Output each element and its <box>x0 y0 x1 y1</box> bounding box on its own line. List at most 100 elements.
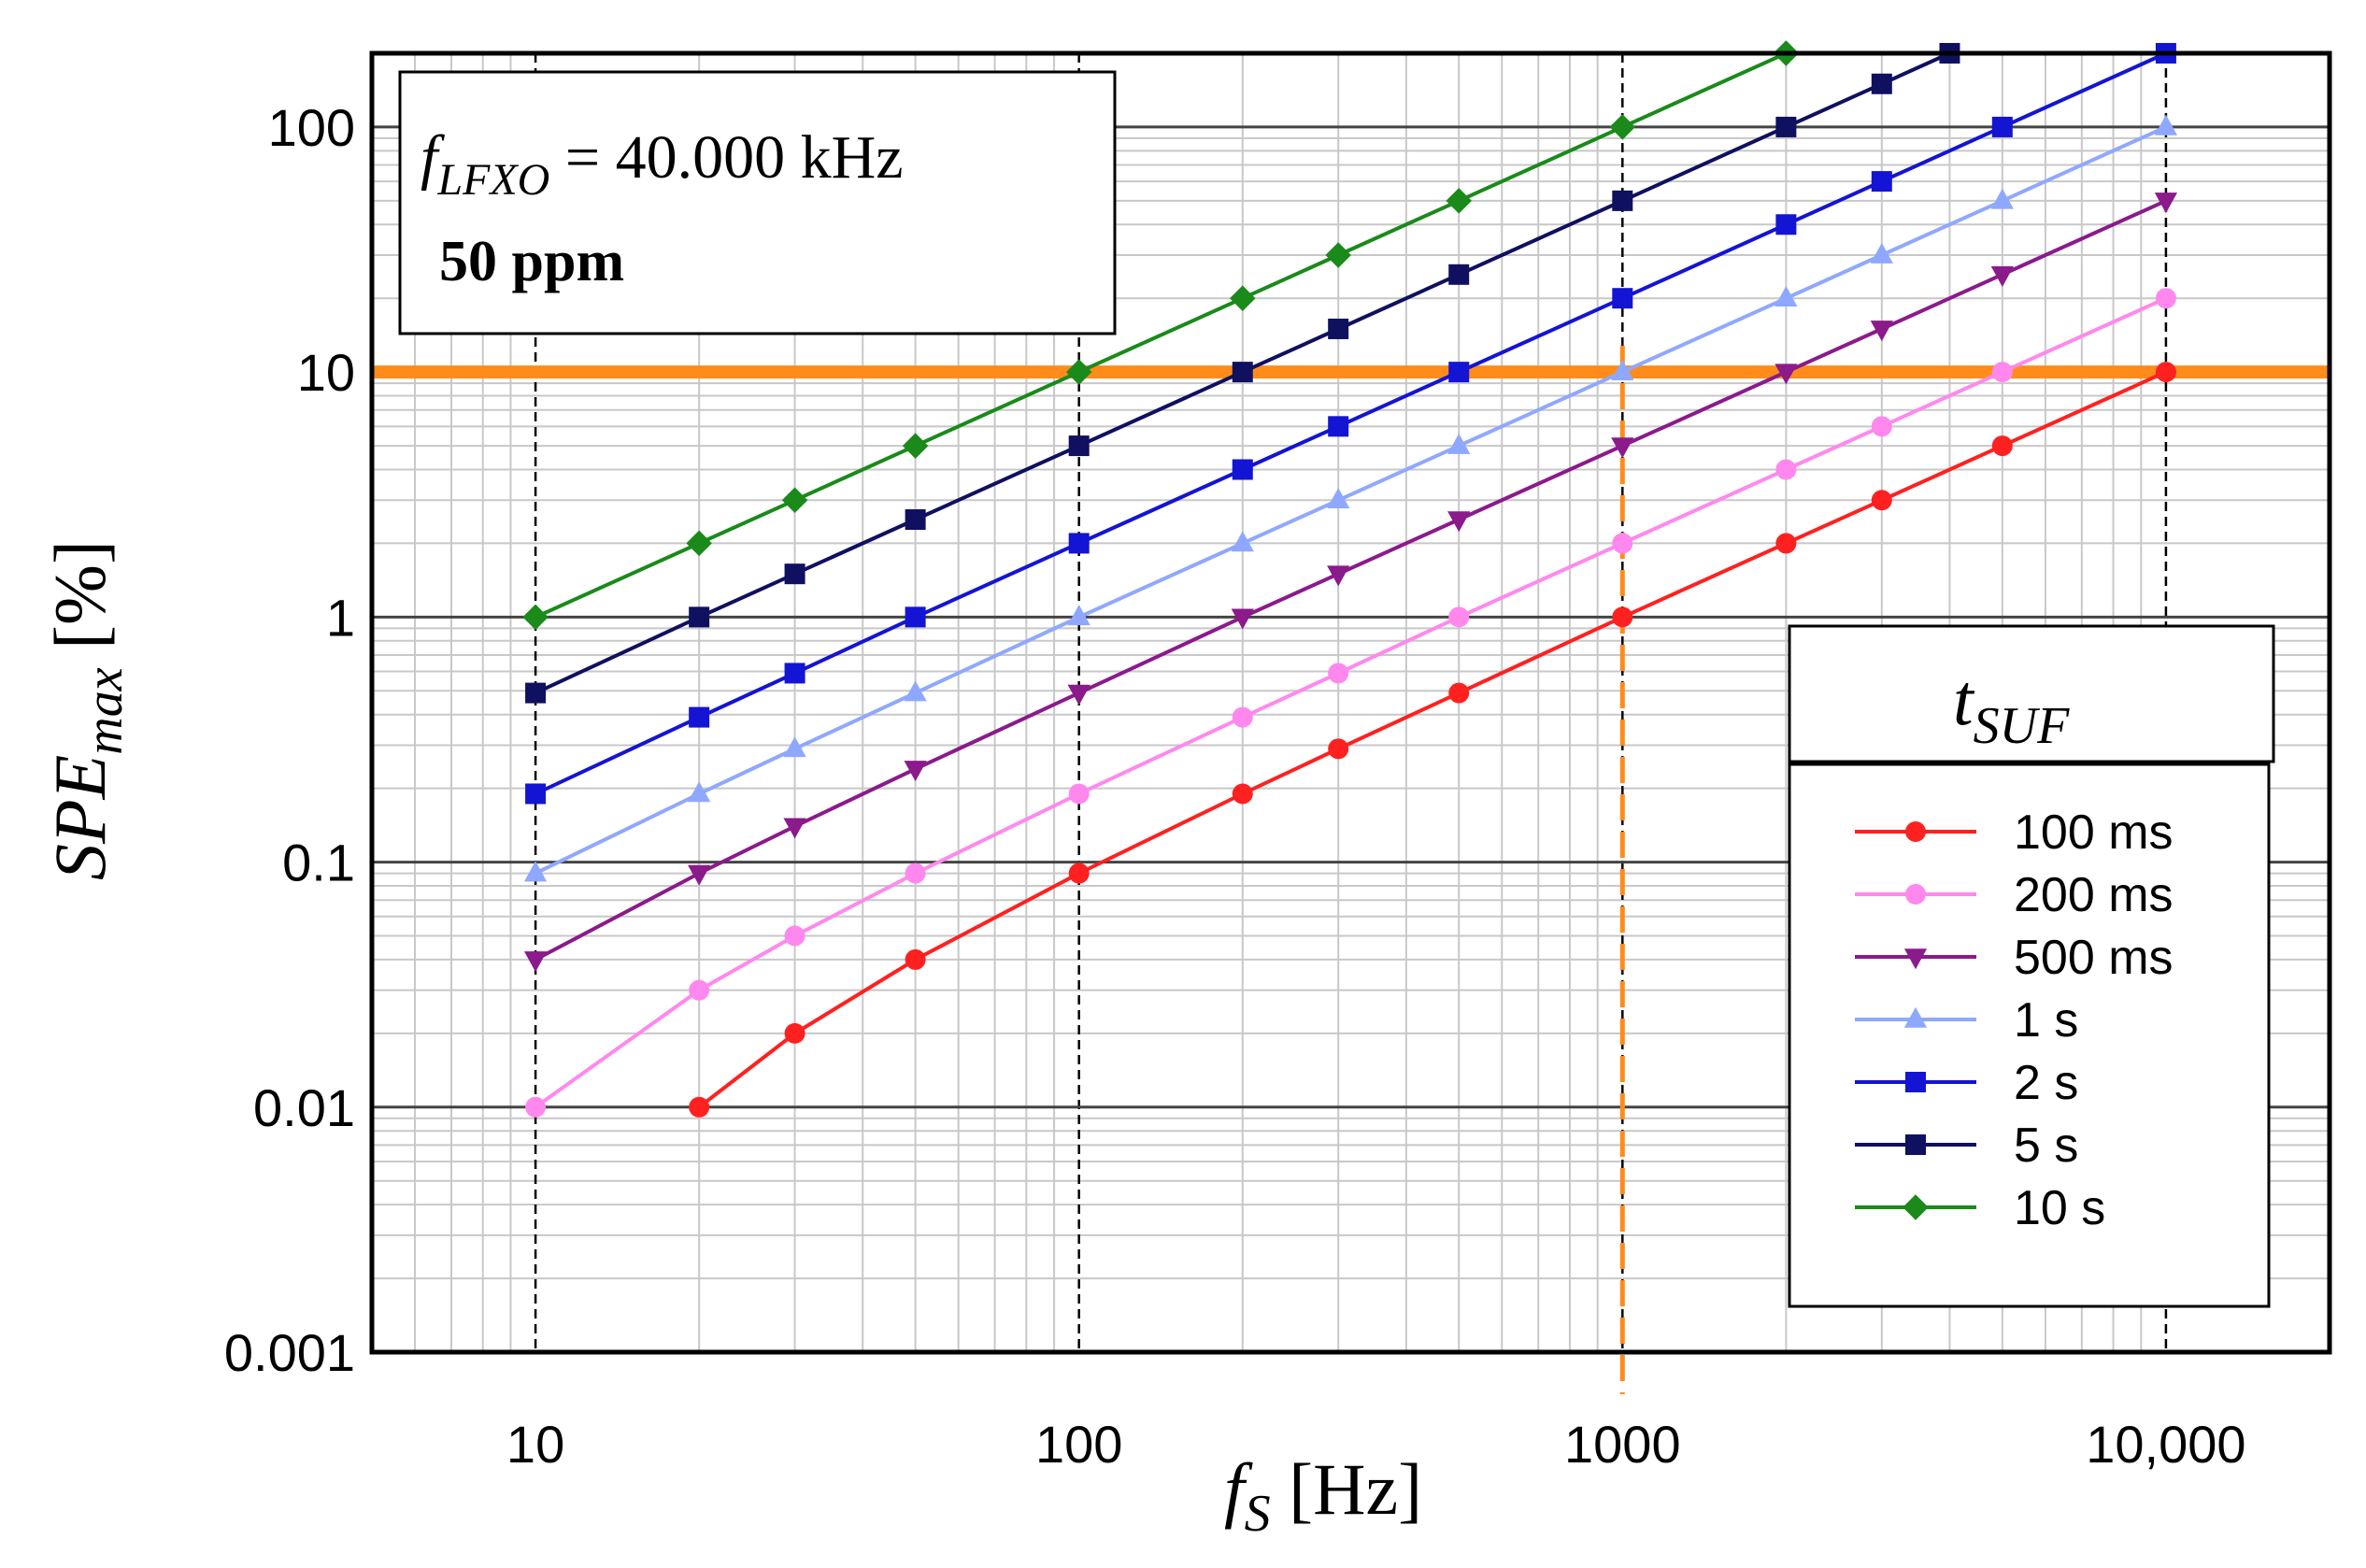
data-point <box>1775 459 1797 480</box>
series-500-ms <box>523 192 2178 973</box>
data-point <box>688 781 711 803</box>
data-point <box>905 606 926 628</box>
legend-entry: 200 ms <box>1855 868 2174 922</box>
data-point <box>783 736 806 758</box>
legend-label: 10 s <box>2014 1181 2105 1235</box>
annotation-value: = 40.000 kHz <box>549 123 903 192</box>
data-point <box>1775 214 1797 235</box>
data-point <box>1328 318 1349 339</box>
data-point <box>1775 116 1797 137</box>
legend-label: 500 ms <box>2014 931 2174 985</box>
data-point <box>1991 116 2013 137</box>
series-1-s <box>523 114 2178 882</box>
legend-entry: 10 s <box>1855 1181 2105 1235</box>
data-point <box>1448 264 1470 285</box>
data-point <box>2154 192 2178 214</box>
data-point <box>1991 362 2013 383</box>
data-point <box>525 682 547 704</box>
x-tick-labels: 10 100 1000 10,000 <box>506 1415 2246 1474</box>
series-line <box>534 51 1788 620</box>
data-point <box>1448 606 1470 628</box>
x-tick-label: 10,000 <box>2086 1415 2245 1474</box>
data-point <box>1447 511 1471 533</box>
series-5-s <box>525 43 1960 704</box>
data-point <box>1327 488 1350 509</box>
data-point <box>1068 533 1090 554</box>
legend-title-sub: SUF <box>1974 697 2070 755</box>
data-point <box>905 862 926 884</box>
data-point <box>689 706 710 728</box>
legend-marker <box>1903 1194 1929 1220</box>
data-point <box>1871 416 1892 437</box>
x-tick-label: 100 <box>1035 1415 1122 1474</box>
series-layer <box>522 40 2178 1118</box>
svg-text:tSUF: tSUF <box>1953 659 2070 755</box>
data-point <box>1871 171 1892 192</box>
data-point <box>1447 433 1471 454</box>
data-point <box>1230 285 1256 311</box>
data-point <box>1774 363 1798 385</box>
data-point <box>689 1096 710 1118</box>
data-point <box>2155 362 2176 383</box>
data-point <box>784 663 805 684</box>
data-point <box>2155 288 2176 309</box>
data-point <box>904 761 927 782</box>
data-point <box>1870 242 1893 264</box>
y-tick-label: 10 <box>297 343 355 402</box>
data-point <box>1611 359 1634 380</box>
series-line <box>697 370 2167 1109</box>
data-point <box>1232 783 1253 805</box>
data-point <box>784 1022 805 1044</box>
data-point <box>1068 862 1090 884</box>
data-point <box>689 979 710 1001</box>
annotation-ppm: 50 ppm <box>439 230 624 293</box>
data-point <box>1448 362 1470 383</box>
data-point <box>1067 684 1090 706</box>
data-point <box>1871 73 1892 94</box>
data-point <box>689 606 710 628</box>
data-point <box>904 680 927 702</box>
data-point <box>688 864 711 886</box>
data-point <box>1328 416 1349 437</box>
data-point <box>1612 190 1633 211</box>
x-tick-label: 1000 <box>1564 1415 1681 1474</box>
data-point <box>1870 321 1893 342</box>
legend-marker <box>1905 1072 1926 1092</box>
data-point <box>1328 738 1349 760</box>
data-point <box>905 509 926 531</box>
svg-text:fLFXO = 40.000 kHz: fLFXO = 40.000 kHz <box>420 123 904 205</box>
data-point <box>1448 682 1470 704</box>
data-point <box>905 948 926 970</box>
legend-marker <box>1903 948 1928 970</box>
legend-label: 200 ms <box>2014 868 2174 922</box>
legend-marker <box>1905 821 1926 842</box>
data-point <box>525 783 547 805</box>
series-100-ms <box>689 362 2176 1118</box>
data-point <box>1067 605 1090 626</box>
data-point <box>781 487 808 514</box>
legend-label: 100 ms <box>2014 805 2174 860</box>
data-point <box>1327 565 1350 587</box>
legend: tSUF 100 ms 200 ms 500 ms 1 s 2 s 5 s 10 s <box>1788 624 2275 1308</box>
data-point <box>1612 606 1633 628</box>
annotation-box: fLFXO = 40.000 kHz 50 ppm <box>398 70 1117 335</box>
data-point <box>1609 114 1636 140</box>
data-point <box>1775 533 1797 554</box>
data-point <box>1232 459 1253 480</box>
data-point <box>1232 706 1253 728</box>
data-point <box>525 1096 547 1118</box>
legend-entry: 500 ms <box>1855 931 2174 985</box>
data-point <box>1231 531 1254 552</box>
annotation-sub: LFXO <box>436 155 549 205</box>
data-point <box>1328 663 1349 684</box>
y-tick-label: 0.1 <box>282 834 355 892</box>
data-point <box>1871 490 1892 511</box>
data-point <box>1446 188 1472 214</box>
legend-entry: 100 ms <box>1855 805 2174 860</box>
data-point <box>1611 437 1634 459</box>
data-point <box>1065 359 1092 385</box>
legend-title-t: t <box>1953 659 1975 740</box>
data-point <box>686 530 712 557</box>
data-point <box>1990 188 2014 209</box>
data-point <box>902 433 929 459</box>
